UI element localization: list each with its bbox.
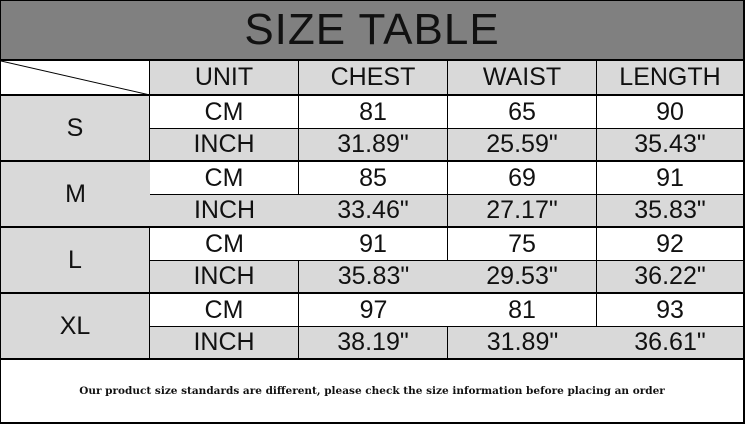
header-length: LENGTH [597,61,743,96]
size-label: M [1,162,150,228]
header-unit: UNIT [150,61,299,96]
cm-chest-cell: 91 [299,228,448,261]
cm-length-cell: 91 [597,162,743,195]
inch-chest-cell: 38.19" [299,327,448,360]
inch-waist-cell: 25.59" [448,129,597,162]
inch-length-cell: 36.22" [597,261,743,294]
inch-waist-cell: 31.89" [448,327,597,360]
cm-waist-cell: 65 [448,96,597,129]
header-chest: CHEST [299,61,448,96]
cm-chest-cell: 97 [299,294,448,327]
inch-waist-cell: 27.17" [448,195,597,228]
cm-waist-cell: 81 [448,294,597,327]
cm-length-cell: 93 [597,294,743,327]
cm-unit-cell: CM [150,96,299,129]
table-title: SIZE TABLE [1,1,743,61]
inch-chest-cell: 31.89" [299,129,448,162]
corner-cell [1,61,150,96]
inch-waist-cell: 29.53" [448,261,597,294]
cm-unit-cell: CM [150,294,299,327]
size-label: S [1,96,150,162]
size-label: L [1,228,150,294]
inch-chest-cell: 33.46" [299,195,448,228]
cm-unit-cell: CM [150,162,299,195]
inch-unit-cell: INCH [150,261,299,294]
inch-length-cell: 36.61" [597,327,743,360]
cm-chest-cell: 85 [299,162,448,195]
inch-chest-cell: 35.83" [299,261,448,294]
size-label: XL [1,294,150,360]
cm-unit-cell: CM [150,228,299,261]
diagonal-line [1,61,150,95]
cm-waist-cell: 69 [448,162,597,195]
cm-length-cell: 92 [597,228,743,261]
inch-unit-cell: INCH [150,129,299,162]
size-note: Our product size standards are different… [79,385,665,397]
cm-length-cell: 90 [597,96,743,129]
cm-chest-cell: 81 [299,96,448,129]
inch-unit-cell: INCH [150,327,299,360]
inch-length-cell: 35.83" [597,195,743,228]
size-grid: UNIT CHEST WAIST LENGTH S CM 81 65 90 INCH 31.… [1,61,743,360]
cm-waist-cell: 75 [448,228,597,261]
inch-unit-cell: INCH [150,195,299,228]
header-waist: WAIST [448,61,597,96]
inch-length-cell: 35.43" [597,129,743,162]
